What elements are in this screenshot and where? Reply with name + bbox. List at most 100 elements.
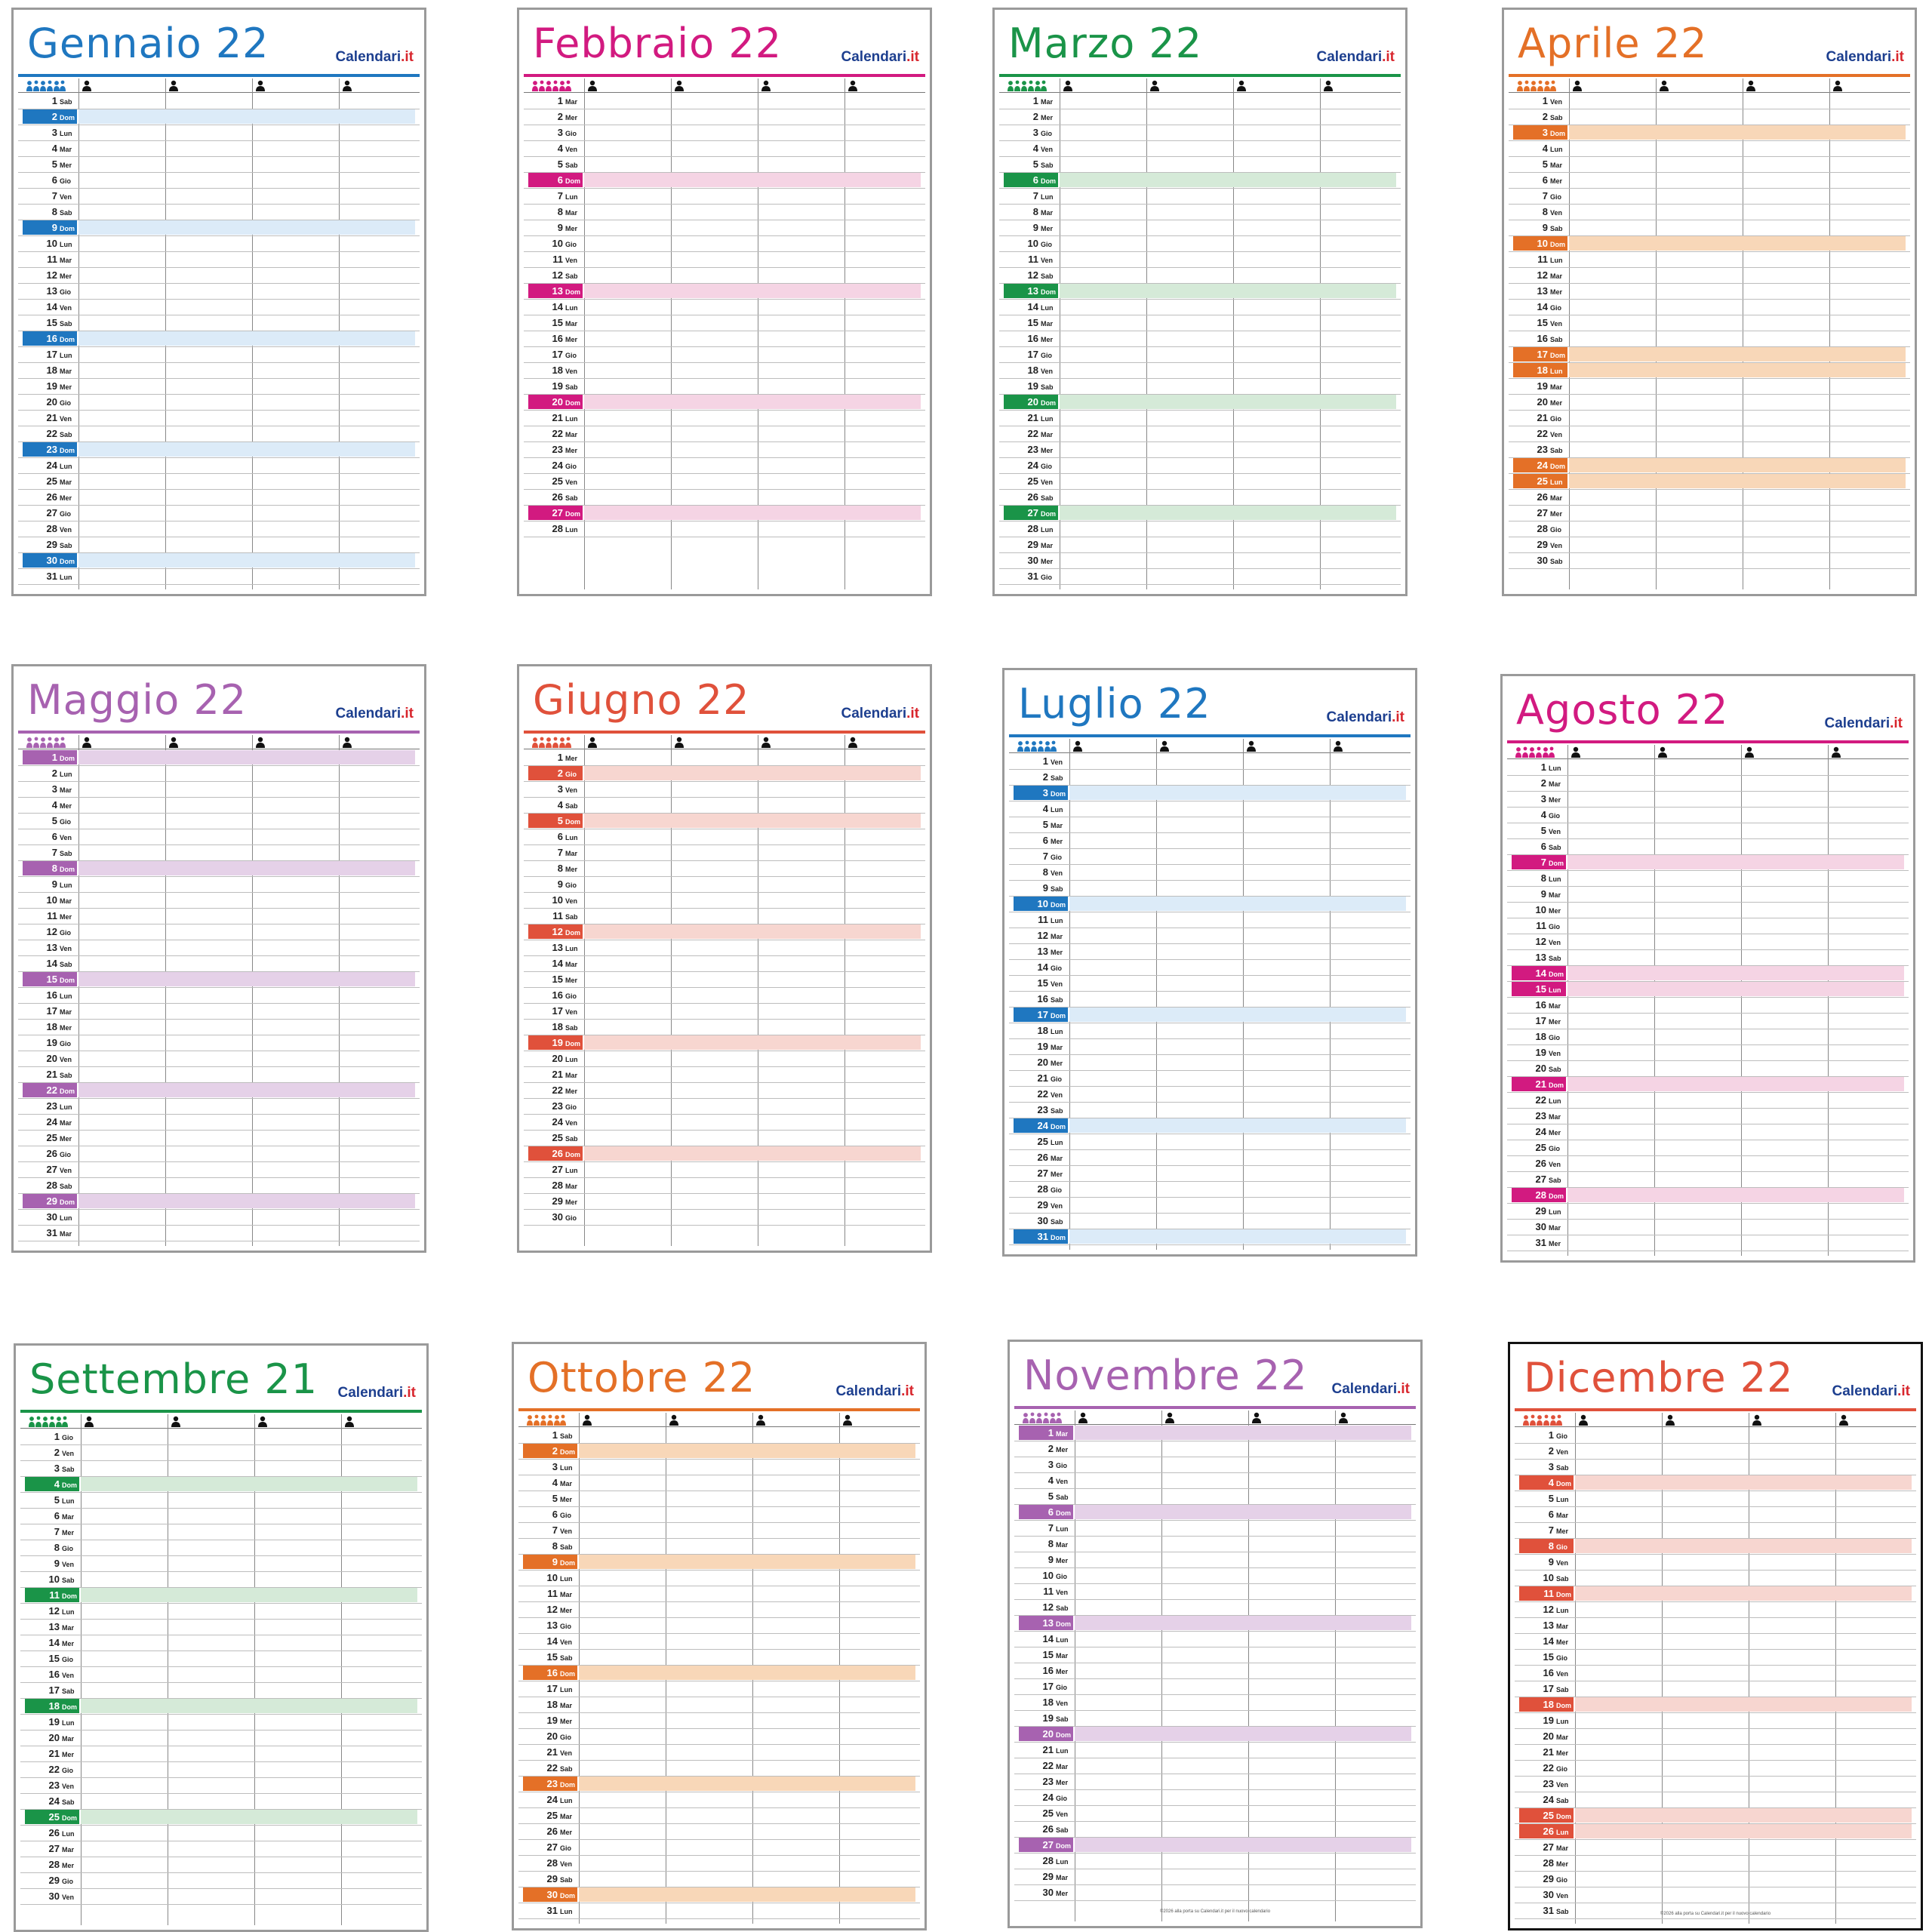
day-row[interactable]: 13 Ven [18,940,420,956]
day-row[interactable]: 25 Ven [1014,1805,1416,1822]
day-row[interactable]: 13 Dom [999,283,1401,300]
day-row[interactable]: 14 Mer [20,1635,422,1651]
day-row[interactable]: 2 Lun [18,765,420,782]
day-row[interactable]: 8 Gio [1515,1538,1916,1555]
day-row[interactable]: 1 Ven [1509,93,1910,109]
day-row[interactable]: 29 Gio [20,1872,422,1889]
day-row[interactable]: 23 Dom [18,441,420,458]
day-row[interactable]: 4 Dom [20,1476,422,1493]
day-row[interactable]: 21 Sab [18,1066,420,1083]
day-row[interactable]: 30 Mer [1014,1884,1416,1901]
day-row[interactable]: 23 Mer [999,441,1401,458]
day-row[interactable]: 26 Gio [18,1146,420,1162]
day-row[interactable]: 26 Sab [1014,1821,1416,1838]
day-row[interactable]: 15 Lun [1507,981,1909,998]
day-row[interactable]: 16 Dom [518,1665,920,1681]
day-row[interactable]: 5 Lun [1515,1491,1916,1507]
day-row[interactable]: 30 Lun [18,1209,420,1226]
day-row[interactable]: 23 Dom [518,1776,920,1792]
day-row[interactable]: 2 Dom [518,1443,920,1460]
day-row[interactable]: 23 Sab [1509,441,1910,458]
day-row[interactable]: 6 Dom [1014,1504,1416,1521]
day-row[interactable]: 18 Sab [524,1019,925,1035]
day-row[interactable]: 23 Mar [1507,1108,1909,1124]
day-row[interactable]: 26 Mer [18,489,420,506]
day-row[interactable]: 7 Lun [999,188,1401,205]
day-row[interactable]: 26 Sab [999,489,1401,506]
day-row[interactable]: 16 Sab [1009,991,1411,1008]
day-row[interactable]: 15 Mar [999,315,1401,331]
day-row[interactable]: 26 Lun [20,1825,422,1841]
day-row[interactable]: 7 Mar [524,844,925,861]
day-row[interactable]: 3 Lun [18,125,420,141]
day-row[interactable]: 27 Mar [1515,1839,1916,1856]
day-row[interactable]: 1 Ven [1009,753,1411,770]
day-row[interactable]: 1 Sab [518,1427,920,1444]
day-row[interactable]: 15 Mer [524,971,925,988]
day-row[interactable]: 16 Ven [1515,1665,1916,1681]
day-row[interactable]: 10 Dom [1509,235,1910,252]
day-row[interactable]: 29 Mar [1014,1869,1416,1885]
day-row[interactable]: 24 Sab [20,1793,422,1810]
day-row[interactable]: 15 Mar [524,315,925,331]
day-row[interactable]: 9 Sab [1509,220,1910,236]
day-row[interactable]: 12 Mar [1509,267,1910,284]
day-row[interactable]: 11 Ven [1014,1583,1416,1600]
day-row[interactable]: 28 Lun [524,521,925,537]
day-row[interactable]: 14 Mer [1515,1633,1916,1650]
day-row[interactable]: 25 Sab [524,1130,925,1146]
day-row[interactable]: 21 Mer [20,1746,422,1762]
day-row[interactable]: 10 Gio [1014,1567,1416,1584]
day-row[interactable]: 27 Dom [1014,1837,1416,1854]
day-row[interactable]: 20 Mer [1009,1054,1411,1071]
day-row[interactable]: 12 Lun [1515,1601,1916,1618]
day-row[interactable]: 5 Gio [18,813,420,829]
day-row[interactable]: 23 Sab [1009,1102,1411,1118]
day-row[interactable]: 19 Sab [999,378,1401,395]
day-row[interactable]: 20 Dom [524,394,925,411]
day-row[interactable]: 17 Sab [1515,1681,1916,1697]
day-row[interactable]: 31 Sab [1515,1903,1916,1919]
day-row[interactable]: 28 Gio [1509,521,1910,537]
day-row[interactable]: 22 Mar [524,426,925,442]
day-row[interactable]: 21 Gio [1509,410,1910,426]
day-row[interactable]: 29 Dom [18,1193,420,1210]
day-row[interactable]: 10 Mer [1507,902,1909,918]
day-row[interactable]: 4 Ven [1014,1472,1416,1489]
day-row[interactable]: 28 Gio [1009,1181,1411,1198]
day-row[interactable]: 31 Mer [1507,1235,1909,1251]
day-row[interactable]: 8 Dom [18,860,420,877]
day-row[interactable]: 16 Dom [18,331,420,347]
day-row[interactable]: 11 Mar [18,251,420,268]
day-row[interactable]: 24 Mar [18,1114,420,1131]
day-row[interactable]: 26 Dom [524,1146,925,1162]
day-row[interactable]: 29 Mer [524,1193,925,1210]
day-row[interactable]: 3 Dom [1509,125,1910,141]
day-row[interactable]: 29 Ven [1509,537,1910,553]
day-row[interactable]: 21 Gio [1009,1070,1411,1087]
day-row[interactable]: 30 Gio [524,1209,925,1226]
day-row[interactable]: 16 Sab [1509,331,1910,347]
day-row[interactable]: 11 Mar [518,1586,920,1602]
day-row[interactable]: 21 Lun [1014,1742,1416,1758]
day-row[interactable]: 5 Mer [518,1491,920,1507]
day-row[interactable]: 19 Dom [524,1035,925,1051]
day-row[interactable]: 17 Gio [1014,1678,1416,1695]
day-row[interactable]: 6 Mer [1009,832,1411,849]
day-row[interactable]: 22 Sab [18,426,420,442]
day-row[interactable]: 12 Sab [999,267,1401,284]
day-row[interactable]: 12 Sab [524,267,925,284]
day-row[interactable]: 1 Mar [999,93,1401,109]
day-row[interactable]: 18 Lun [1509,362,1910,379]
day-row[interactable]: 9 Mer [999,220,1401,236]
day-row[interactable]: 22 Mer [524,1082,925,1099]
day-row[interactable]: 22 Ven [1009,1086,1411,1103]
day-row[interactable]: 20 Gio [18,394,420,411]
day-row[interactable]: 18 Gio [1507,1029,1909,1045]
day-row[interactable]: 14 Gio [1509,299,1910,315]
day-row[interactable]: 15 Sab [18,315,420,331]
day-row[interactable]: 14 Dom [1507,965,1909,982]
day-row[interactable]: 11 Mer [18,908,420,924]
day-row[interactable]: 15 Ven [1009,975,1411,992]
day-row[interactable]: 26 Ven [1507,1155,1909,1172]
